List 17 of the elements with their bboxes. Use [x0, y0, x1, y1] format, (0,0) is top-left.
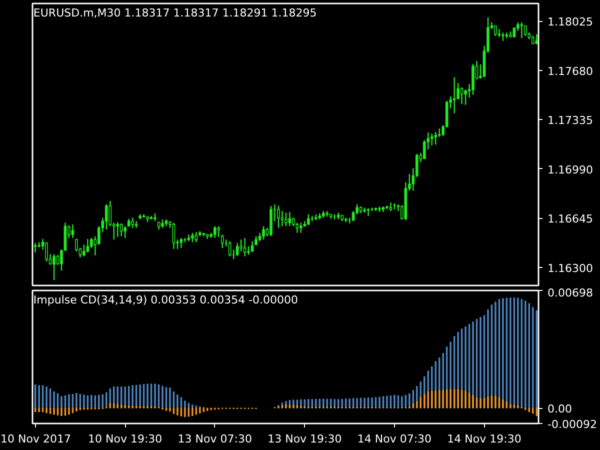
- x-tick-label: 10 Nov 19:30: [88, 432, 162, 446]
- chart-title: EURUSD.m,M30 1.18317 1.18317 1.18291 1.18295: [33, 6, 317, 20]
- y-tick-label: 1.18025: [548, 16, 593, 29]
- y-tick-label: 1.17335: [548, 114, 593, 128]
- chart-title: Impulse CD(34,14,9) 0.00353 0.00354 -0.00000: [33, 294, 298, 306]
- y-tick-label: 0.00: [548, 402, 572, 416]
- y-tick-label: -0.00092: [548, 418, 597, 431]
- x-tick-label: 13 Nov 07:30: [178, 432, 252, 446]
- x-tick-label: 14 Nov 19:30: [447, 432, 522, 446]
- y-tick-label: 1.16990: [548, 163, 593, 176]
- x-tick-label: 14 Nov 07:30: [357, 432, 432, 446]
- y-tick-label: 1.16300: [548, 262, 593, 275]
- y-tick-label: 0.00698: [548, 286, 593, 300]
- x-tick-label: 10 Nov 2017: [0, 432, 71, 446]
- y-tick-label: 1.17680: [548, 64, 593, 78]
- x-tick-label: 13 Nov 19:30: [268, 432, 342, 446]
- y-tick-label: 1.16645: [548, 212, 593, 226]
